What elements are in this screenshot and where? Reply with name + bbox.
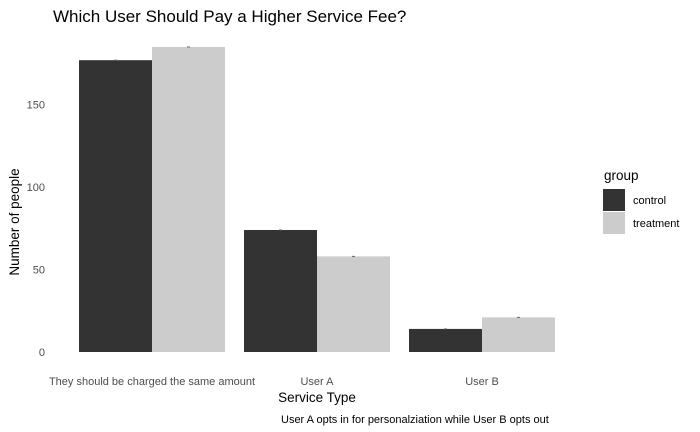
legend-label-control: control <box>633 195 666 207</box>
y-axis-title: Number of people <box>7 168 22 275</box>
x-tick-label: User A <box>300 376 334 388</box>
bar-treatment <box>317 256 390 352</box>
x-axis-title: Service Type <box>278 390 356 405</box>
y-tick-label: 50 <box>33 265 45 277</box>
bars <box>79 46 555 353</box>
bar-treatment <box>152 47 225 352</box>
legend: group control treatment <box>603 168 679 234</box>
y-tick-label: 100 <box>27 182 45 194</box>
y-tick-label: 150 <box>27 100 45 112</box>
bar-control <box>244 230 317 352</box>
y-axis-ticks: 0 50 100 150 <box>27 100 45 359</box>
bar-treatment <box>482 317 555 352</box>
y-tick-label: 0 <box>39 347 45 359</box>
legend-swatch-control <box>603 189 625 211</box>
bar-control <box>409 328 482 352</box>
legend-swatch-treatment <box>603 212 625 234</box>
legend-label-treatment: treatment <box>633 218 679 230</box>
chart-caption: User A opts in for personalziation while… <box>281 414 549 426</box>
x-axis-ticks: They should be charged the same amount Us… <box>49 376 499 388</box>
bar-control <box>79 60 152 353</box>
x-tick-label: User B <box>465 376 499 388</box>
chart-title: Which User Should Pay a Higher Service F… <box>53 7 407 26</box>
legend-title: group <box>604 168 639 183</box>
x-tick-label: They should be charged the same amount <box>49 376 255 388</box>
